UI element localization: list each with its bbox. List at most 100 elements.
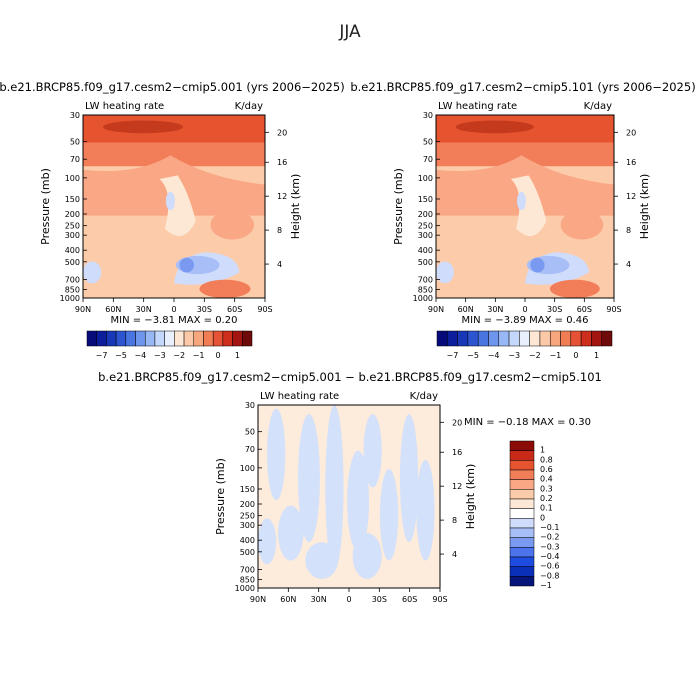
colorbar-swatch (447, 330, 458, 347)
y2-tick-label: 8 (277, 226, 282, 235)
y-tick-label: 300 (65, 231, 80, 240)
case2-stats: MIN = −3.89 MAX = 0.46 (462, 315, 589, 326)
contour-band (210, 210, 255, 240)
colorbar-swatch (222, 330, 233, 347)
colorbar-swatch (539, 330, 551, 347)
colorbar-swatch (580, 330, 592, 347)
colorbar-swatch (232, 330, 243, 347)
colorbar-swatch (144, 330, 156, 347)
diff-y2-axis-label: Height (km) (464, 464, 477, 530)
case1-y2-axis-label: Height (km) (289, 174, 302, 240)
colorbar-label: 0.2 (540, 494, 553, 503)
page-title: JJA (339, 22, 361, 42)
case2-title: b.e21.BRCP85.f09_g17.cesm2−cmip5.101 (yr… (350, 80, 695, 94)
y2-tick-label: 12 (626, 192, 636, 201)
colorbar-swatch (509, 556, 535, 567)
colorbar-label: 1 (235, 351, 240, 360)
colorbar-label: −2 (529, 351, 541, 360)
x-tick-label: 0 (346, 595, 351, 604)
colorbar-swatch (183, 330, 195, 347)
contour-band (416, 459, 435, 561)
colorbar-label: −2 (173, 351, 185, 360)
y-tick-label: 150 (240, 485, 255, 494)
colorbar-swatch (549, 330, 561, 347)
y-tick-label: 250 (240, 512, 255, 521)
contour-band (165, 191, 175, 211)
x-tick-label: 30N (487, 305, 503, 314)
contour-band (510, 175, 547, 237)
diff-colorbar: 10.80.60.40.30.20.10−0.1−0.2−0.3−0.4−0.6… (509, 440, 559, 590)
diff-title: b.e21.BRCP85.f09_g17.cesm2−cmip5.001 − b… (98, 370, 602, 384)
y-tick-label: 200 (65, 210, 80, 219)
y2-tick-label: 8 (452, 516, 457, 525)
contour-band (305, 542, 339, 579)
y-tick-label: 150 (418, 195, 433, 204)
x-tick-label: 60N (280, 595, 296, 604)
colorbar-swatch (498, 330, 510, 347)
colorbar-swatch (154, 330, 165, 347)
colorbar-swatch (570, 330, 582, 347)
contour-band (549, 279, 600, 298)
colorbar-label: −7 (447, 351, 459, 360)
diff-contour-field (258, 405, 440, 588)
y-tick-label: 850 (418, 286, 433, 295)
colorbar-label: −0.8 (540, 571, 559, 580)
contour-band (399, 414, 419, 543)
x-tick-label: 90S (432, 595, 447, 604)
case2-colorbar: −7 −5 −4 −3 −2 −1 0 1 (436, 330, 613, 360)
colorbar-swatch (164, 330, 175, 347)
colorbar-label: 1 (540, 446, 545, 455)
case1-units-label: K/day (235, 101, 263, 112)
y-tick-label: 400 (65, 246, 80, 255)
case1-y-axis-label: Pressure (mb) (39, 168, 52, 245)
case2-units-label: K/day (584, 101, 612, 112)
x-tick-label: 90N (250, 595, 266, 604)
y-tick-label: 500 (240, 548, 255, 557)
y-tick-label: 500 (65, 258, 80, 267)
x-tick-label: 60S (227, 305, 242, 314)
contour-band (278, 505, 304, 561)
contour-band (258, 518, 277, 565)
colorbar-swatch (601, 330, 613, 347)
colorbar-swatch (509, 450, 535, 461)
colorbar-swatch (96, 330, 107, 347)
y-tick-label: 850 (65, 286, 80, 295)
y2-tick-label: 16 (277, 158, 287, 167)
colorbar-label: 0.4 (540, 475, 553, 484)
contour-band (199, 279, 251, 298)
colorbar-label: 0.3 (540, 484, 553, 493)
colorbar-swatch (509, 576, 535, 587)
colorbar-swatch (509, 498, 535, 509)
y2-tick-label: 4 (626, 260, 631, 269)
contour-band (298, 414, 320, 543)
y-tick-label: 700 (418, 275, 433, 284)
colorbar-label: −0.1 (540, 523, 559, 532)
contour-band (379, 469, 399, 561)
colorbar-label: 0.6 (540, 465, 553, 474)
y-tick-label: 400 (418, 246, 433, 255)
colorbar-swatch (193, 330, 204, 347)
y-tick-label: 1000 (60, 294, 80, 303)
contour-band (325, 405, 344, 570)
colorbar-swatch (467, 330, 479, 347)
y-tick-label: 150 (65, 195, 80, 204)
y-tick-label: 200 (418, 210, 433, 219)
colorbar-label: −5 (467, 351, 479, 360)
contour-band (83, 261, 102, 284)
colorbar-label: 0 (215, 351, 220, 360)
colorbar-swatch (509, 527, 535, 538)
diff-y-axis-label: Pressure (mb) (214, 458, 227, 535)
x-tick-label: 30S (372, 595, 387, 604)
y-tick-label: 400 (240, 536, 255, 545)
colorbar-swatch (509, 547, 535, 558)
y-tick-label: 100 (240, 464, 255, 473)
colorbar-swatch (135, 330, 146, 347)
contour-band (560, 210, 604, 240)
case1-stats: MIN = −3.81 MAX = 0.20 (111, 315, 238, 326)
case2-panel: b.e21.BRCP85.f09_g17.cesm2−cmip5.101 (yr… (350, 80, 695, 360)
y-tick-label: 300 (240, 521, 255, 530)
colorbar-label: −1 (540, 581, 552, 590)
case2-variable-label: LW heating rate (438, 101, 517, 112)
x-tick-label: 30S (547, 305, 562, 314)
